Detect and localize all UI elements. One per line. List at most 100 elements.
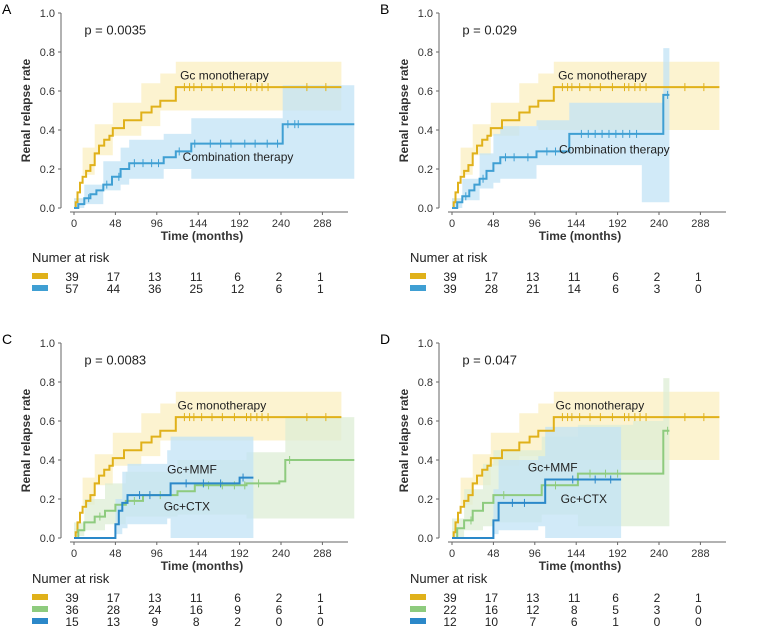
y-axis-title: Renal relapse rate: [19, 58, 33, 162]
risk-cell: 0: [695, 603, 702, 617]
risk-cell: 17: [107, 270, 121, 284]
risk-row-swatch: [410, 606, 426, 612]
series-label: Gc+CTX: [164, 500, 210, 514]
risk-cell: 6: [234, 270, 241, 284]
risk-cell: 0: [695, 282, 702, 296]
risk-cell: 6: [276, 282, 283, 296]
risk-cell: 39: [443, 282, 457, 296]
risk-cell: 39: [443, 591, 457, 605]
risk-cell: 15: [65, 615, 79, 629]
x-tick-label: 0: [449, 548, 455, 560]
risk-table-title: Numer at risk: [410, 250, 488, 265]
series-label: Gc+MMF: [528, 461, 578, 475]
risk-table-title: Numer at risk: [32, 571, 110, 586]
risk-cell: 16: [485, 603, 499, 617]
y-tick-label: 0.4: [418, 125, 433, 137]
risk-cell: 44: [107, 282, 121, 296]
y-tick-label: 0.6: [40, 416, 55, 428]
risk-row-swatch: [410, 285, 426, 291]
series-label: Gc monotherapy: [178, 398, 267, 412]
risk-cell: 28: [107, 603, 121, 617]
panel-letter: B: [380, 1, 389, 17]
risk-row-swatch: [32, 594, 48, 600]
series-label: Combination therapy: [183, 150, 294, 164]
x-tick-label: 240: [272, 548, 290, 560]
risk-cell: 11: [568, 591, 581, 605]
y-tick-label: 0.6: [418, 416, 433, 428]
x-tick-label: 144: [189, 548, 207, 560]
series-label: Gc monotherapy: [558, 68, 647, 82]
series-label: Gc monotherapy: [180, 68, 269, 82]
risk-cell: 17: [107, 591, 121, 605]
series-line-mmf: [452, 429, 670, 539]
risk-cell: 13: [148, 591, 162, 605]
y-tick-label: 0.2: [418, 164, 433, 176]
ci-band: [452, 426, 622, 538]
x-tick-label: 96: [151, 548, 163, 560]
risk-cell: 3: [654, 282, 661, 296]
risk-cell: 0: [654, 615, 661, 629]
risk-row-swatch: [410, 618, 426, 624]
risk-cell: 24: [148, 603, 162, 617]
risk-cell: 13: [107, 615, 121, 629]
risk-cell: 1: [612, 615, 619, 629]
x-tick-label: 96: [529, 548, 541, 560]
risk-row-swatch: [32, 273, 48, 279]
risk-cell: 17: [485, 270, 499, 284]
x-tick-label: 192: [230, 218, 248, 230]
risk-row-swatch: [32, 606, 48, 612]
risk-cell: 8: [571, 603, 578, 617]
risk-cell: 36: [148, 282, 162, 296]
risk-cell: 1: [317, 603, 324, 617]
y-tick-label: 0.2: [418, 494, 433, 506]
risk-cell: 0: [276, 615, 283, 629]
y-tick-label: 0.8: [418, 377, 433, 389]
x-tick-label: 144: [567, 548, 585, 560]
y-tick-label: 0.8: [40, 47, 55, 59]
risk-cell: 17: [485, 591, 499, 605]
risk-cell: 25: [190, 282, 204, 296]
x-tick-label: 48: [109, 548, 121, 560]
x-tick-label: 240: [650, 218, 668, 230]
series-line-gc: [74, 86, 342, 209]
risk-cell: 3: [654, 603, 661, 617]
risk-cell: 0: [317, 615, 324, 629]
y-tick-label: 1.0: [40, 338, 55, 350]
risk-cell: 39: [443, 270, 457, 284]
risk-cell: 6: [234, 591, 241, 605]
risk-row-swatch: [32, 285, 48, 291]
x-tick-label: 288: [313, 218, 331, 230]
x-tick-label: 0: [71, 548, 77, 560]
x-tick-label: 0: [449, 218, 455, 230]
y-tick-label: 1.0: [418, 8, 433, 20]
y-tick-label: 1.0: [40, 8, 55, 20]
p-value: p = 0.0083: [84, 352, 146, 367]
risk-cell: 2: [234, 615, 241, 629]
risk-cell: 2: [276, 591, 283, 605]
risk-cell: 11: [568, 270, 581, 284]
risk-cell: 13: [148, 270, 162, 284]
x-tick-label: 48: [487, 548, 499, 560]
x-tick-label: 288: [691, 548, 709, 560]
y-tick-label: 1.0: [418, 338, 433, 350]
y-tick-label: 0.8: [40, 377, 55, 389]
risk-cell: 13: [526, 591, 540, 605]
risk-cell: 21: [526, 282, 540, 296]
risk-cell: 11: [190, 591, 203, 605]
x-tick-label: 288: [691, 218, 709, 230]
risk-row-swatch: [32, 618, 48, 624]
x-tick-label: 0: [71, 218, 77, 230]
x-tick-label: 192: [608, 218, 626, 230]
series-line-gc: [74, 416, 342, 539]
x-tick-label: 240: [650, 548, 668, 560]
risk-cell: 6: [276, 603, 283, 617]
risk-cell: 39: [65, 270, 79, 284]
y-axis-title: Renal relapse rate: [19, 388, 33, 492]
risk-cell: 6: [571, 615, 578, 629]
x-tick-label: 96: [151, 218, 163, 230]
y-axis-title: Renal relapse rate: [397, 388, 411, 492]
risk-cell: 2: [654, 591, 661, 605]
series-line-gc: [452, 86, 720, 209]
risk-cell: 8: [193, 615, 200, 629]
